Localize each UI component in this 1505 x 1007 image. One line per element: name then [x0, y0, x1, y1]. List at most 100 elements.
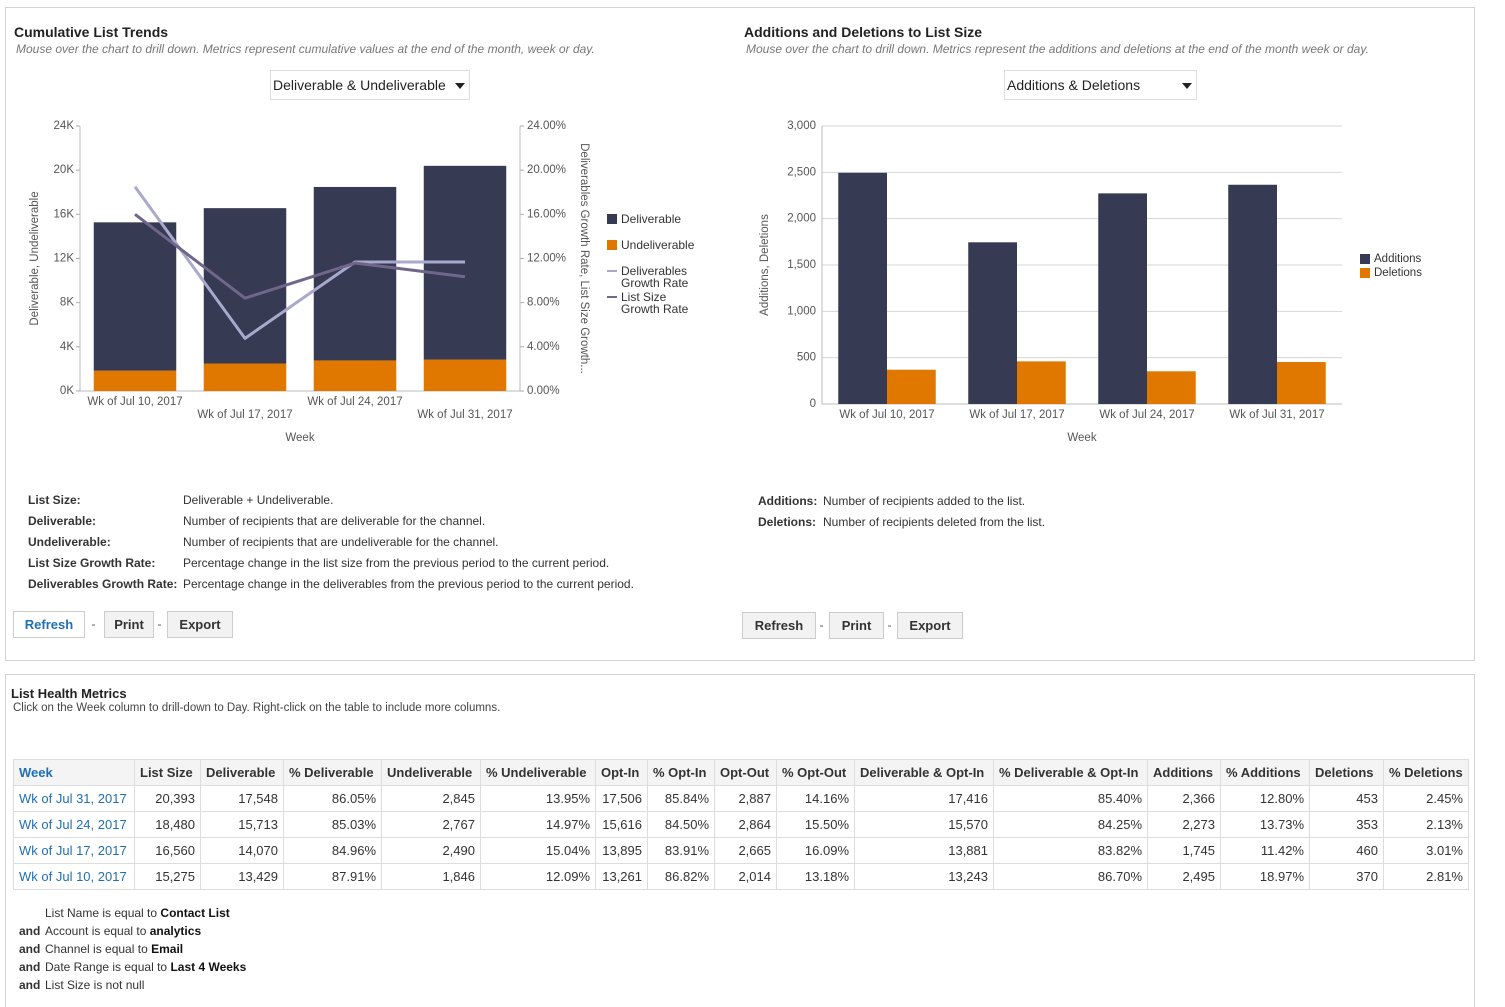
definition-text: Number of recipients added to the list.: [823, 494, 1026, 508]
definition-text: Number of recipients that are undelivera…: [183, 535, 499, 549]
y2-tick-label: 12.00%: [527, 253, 566, 265]
y2-tick-label: 8.00%: [527, 297, 560, 309]
filter-condition: Date Range is equal to: [45, 960, 168, 974]
column-header: % Deletions: [1383, 759, 1469, 786]
y-tick-label: 24K: [54, 120, 75, 132]
y-axis-title: Additions, Deletions: [759, 214, 771, 316]
button[interactable]: Export: [167, 611, 233, 638]
table-cell: 2.81%: [1383, 863, 1469, 890]
legend-marker: [1360, 268, 1370, 278]
column-header[interactable]: Week: [13, 759, 135, 786]
column-header: List Size: [134, 759, 201, 786]
legend-marker: [607, 270, 617, 272]
filter-conjunction: and: [19, 960, 41, 974]
metrics-table: Week List Size Deliverable% Deliverable Und…: [13, 759, 1469, 890]
table-cell: 15.50%: [776, 811, 855, 838]
definition-text: Number of recipients deleted from the li…: [823, 515, 1046, 529]
table-cell: 17,548: [200, 785, 284, 812]
y-tick-label: 4K: [60, 341, 74, 353]
bar: [1277, 362, 1326, 404]
table-cell: 85.40%: [993, 785, 1148, 812]
week-link[interactable]: Wk of Jul 24, 2017: [13, 811, 135, 838]
x-tick-label: Wk of Jul 10, 2017: [87, 396, 182, 408]
dropdown[interactable]: Additions & Deletions: [1004, 70, 1197, 100]
button[interactable]: Export: [897, 612, 963, 639]
legend-marker: [607, 240, 617, 250]
week-link[interactable]: Wk of Jul 10, 2017: [13, 863, 135, 890]
chart-subtitle: Mouse over the chart to drill down. Metr…: [16, 42, 595, 56]
legend-label: Deliverable: [621, 212, 682, 226]
table-cell: 2.45%: [1383, 785, 1469, 812]
week-link[interactable]: Wk of Jul 17, 2017: [13, 837, 135, 864]
bar: [423, 359, 507, 391]
table-cell: 13,895: [595, 837, 648, 864]
button-separator: -: [157, 617, 162, 631]
header-row: Week List Size Deliverable% Deliverable Und…: [13, 759, 1469, 786]
chart-title: Cumulative List Trends: [14, 24, 169, 40]
table-cell: 2,767: [381, 811, 481, 838]
table-cell: 2,845: [381, 785, 481, 812]
legend-label: Deletions: [1374, 267, 1422, 279]
table-cell: 2,665: [714, 837, 777, 864]
y-tick-label: 3,000: [787, 120, 816, 132]
table-cell: 2,366: [1147, 785, 1221, 812]
table-row: Wk of Jul 31, 2017 20,393 17,548 86.05% 2,84…: [13, 785, 1469, 812]
week-link[interactable]: Wk of Jul 31, 2017: [13, 785, 135, 812]
table-cell: 13,261: [595, 863, 648, 890]
y2-tick-label: 0.00%: [527, 385, 560, 397]
bar: [1147, 371, 1196, 404]
table-cell: 86.82%: [647, 863, 715, 890]
table-cell: 86.05%: [283, 785, 382, 812]
chart-title: Additions and Deletions to List Size: [744, 24, 983, 40]
table-cell: 12.09%: [480, 863, 596, 890]
y-tick-label: 2,500: [787, 166, 816, 178]
filter-value: Email: [151, 942, 184, 956]
legend-label: Undeliverable: [621, 238, 695, 252]
definition-text: Number of recipients that are deliverabl…: [183, 514, 486, 528]
table-cell: 370: [1309, 863, 1384, 890]
definition-term: Additions:: [758, 494, 818, 508]
table-cell: 2,014: [714, 863, 777, 890]
button[interactable]: Print: [829, 612, 884, 639]
table-cell: 13.95%: [480, 785, 596, 812]
y-tick-label: 12K: [54, 253, 75, 265]
y2-tick-label: 20.00%: [527, 164, 566, 176]
column-header: Additions: [1147, 759, 1221, 786]
filter: Date Range is equal to Last 4 Weeks: [45, 960, 246, 974]
table-cell: 16,560: [134, 837, 201, 864]
y-tick-label: 16K: [54, 208, 75, 220]
y-tick-label: 1,000: [787, 305, 816, 317]
table-cell: 15,616: [595, 811, 648, 838]
table-cell: 2,495: [1147, 863, 1221, 890]
filter-conjunction: and: [19, 942, 41, 956]
filter: Account is equal to analytics: [45, 924, 201, 938]
column-header: Deletions: [1309, 759, 1384, 786]
table-cell: 13.18%: [776, 863, 855, 890]
definition-text: Deliverable + Undeliverable.: [183, 493, 334, 507]
legend-label: List Size Growth Rate: [621, 290, 689, 316]
column-header: % Undeliverable: [480, 759, 596, 786]
bar: [887, 369, 936, 404]
table-row: Wk of Jul 17, 2017 16,560 14,070 84.96% 2,49…: [13, 837, 1469, 864]
table-cell: 86.70%: [993, 863, 1148, 890]
bar: [838, 172, 887, 404]
table-cell: 11.42%: [1220, 837, 1310, 864]
dropdown[interactable]: Deliverable & Undeliverable: [270, 70, 470, 100]
definition-term: List Size:: [28, 493, 81, 507]
table-cell: 85.84%: [647, 785, 715, 812]
y2-tick-label: 16.00%: [527, 208, 566, 220]
table-cell: 453: [1309, 785, 1384, 812]
button[interactable]: Refresh: [742, 612, 816, 639]
line-series: [134, 213, 466, 300]
x-tick-label: Wk of Jul 17, 2017: [197, 409, 292, 421]
button-separator: -: [91, 617, 96, 631]
definition-text: Percentage change in the list size from …: [183, 556, 610, 570]
table-cell: 16.09%: [776, 837, 855, 864]
filter-condition: Account is equal to: [45, 924, 147, 938]
button[interactable]: Refresh: [13, 611, 85, 638]
table-row: Wk of Jul 10, 2017 15,275 13,429 87.91% 1,84…: [13, 863, 1469, 890]
button[interactable]: Print: [104, 611, 154, 638]
table-cell: 14,070: [200, 837, 284, 864]
metrics-title: List Health Metrics: [11, 686, 127, 701]
